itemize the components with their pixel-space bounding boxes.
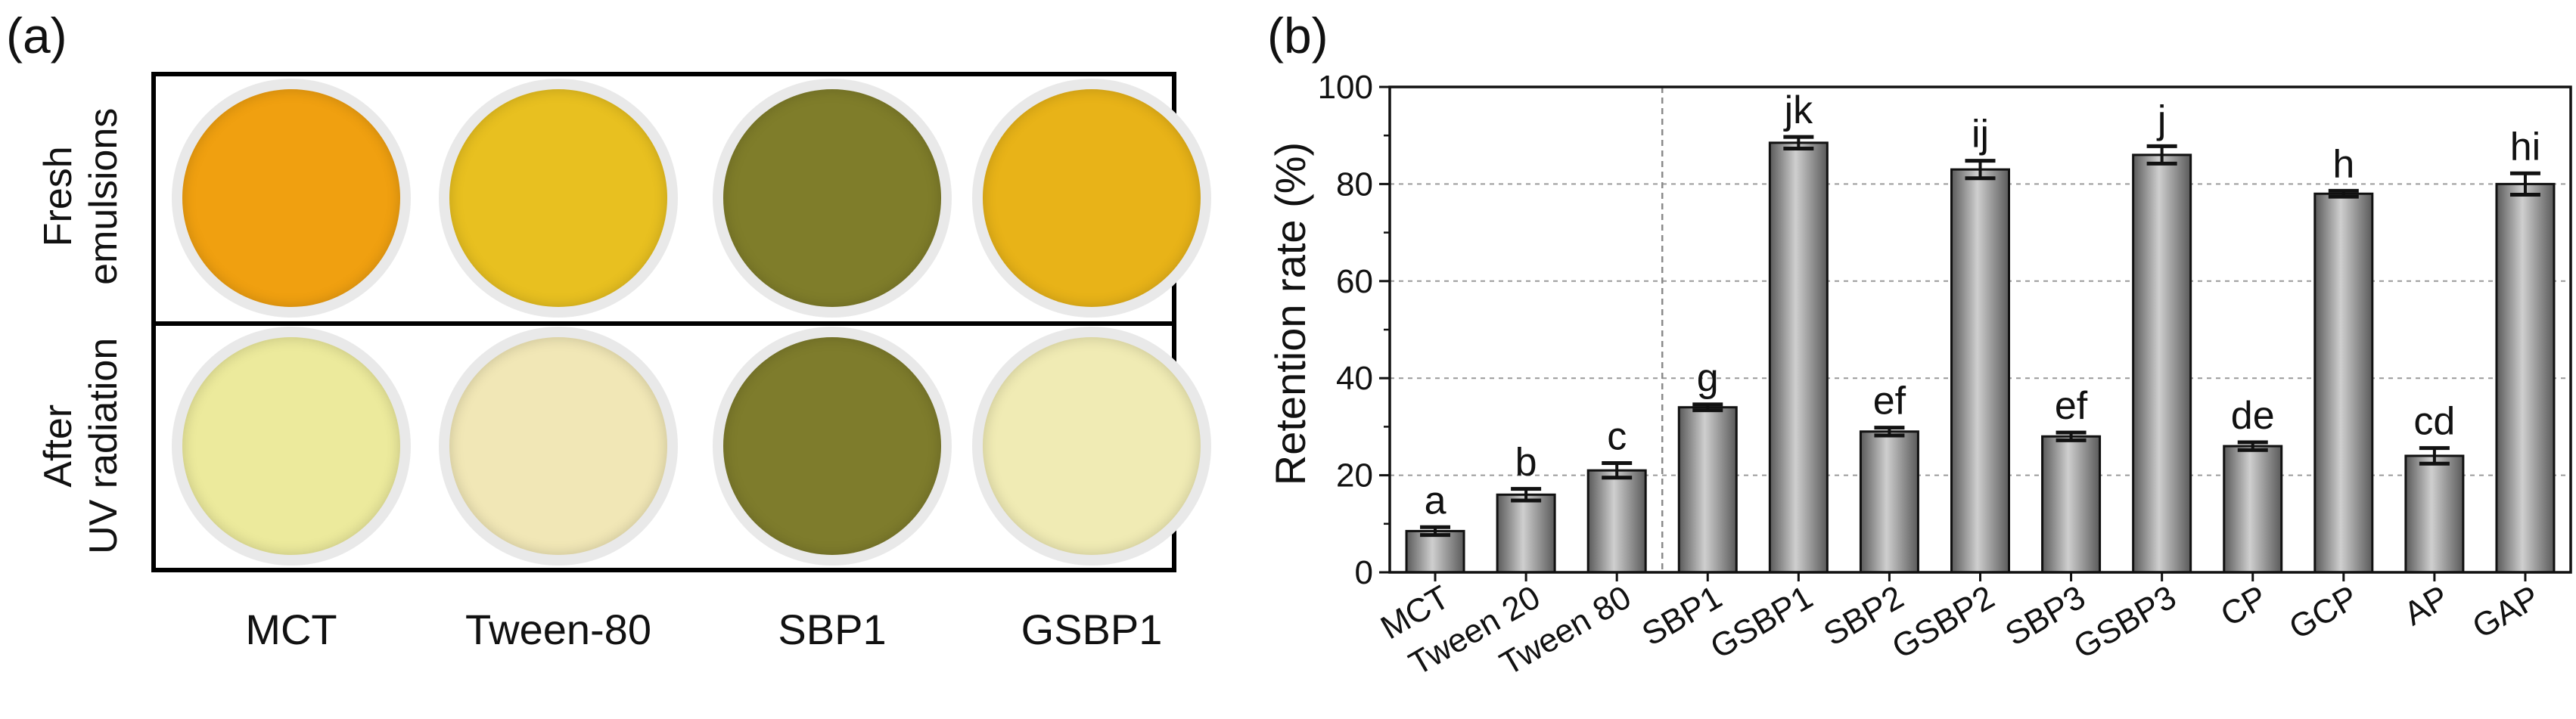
y-tick-label-100: 100 bbox=[1318, 69, 1373, 106]
y-tick-label-40: 40 bbox=[1336, 360, 1373, 397]
significance-letter-10: h bbox=[2332, 142, 2354, 186]
y-axis-label: Retention rate (%) bbox=[1266, 142, 1314, 485]
bar-sbp3 bbox=[2041, 435, 2102, 574]
emulsion-fill bbox=[723, 89, 941, 307]
significance-letter-1: b bbox=[1515, 441, 1537, 485]
x-tick-label-gap: GAP bbox=[2466, 578, 2546, 646]
bar-cp bbox=[2223, 445, 2283, 574]
row-label-fresh-line2: emulsions bbox=[82, 107, 126, 285]
y-tick-label-0: 0 bbox=[1355, 554, 1373, 591]
bar-gcp bbox=[2313, 192, 2374, 574]
y-tick-label-80: 80 bbox=[1336, 166, 1373, 203]
bar-gsbp2 bbox=[1950, 168, 2010, 574]
significance-letter-0: a bbox=[1425, 479, 1446, 522]
significance-letter-5: ef bbox=[1873, 380, 1906, 423]
x-tick-label-gcp: GCP bbox=[2283, 578, 2364, 646]
petri-dish-after-uv-sbp1 bbox=[713, 327, 952, 566]
petri-dish-after-uv-mct bbox=[172, 327, 411, 566]
row-label-after-uv-line2: UV radiation bbox=[82, 337, 126, 554]
significance-letter-2: c bbox=[1607, 415, 1627, 459]
row-label-after-uv-line1: After bbox=[36, 404, 81, 488]
panel-b-label: (b) bbox=[1267, 8, 1328, 64]
significance-letter-9: de bbox=[2231, 394, 2275, 438]
significance-letter-6: ij bbox=[1972, 113, 1989, 157]
significance-letter-3: g bbox=[1697, 356, 1719, 400]
x-tick-label-gsbp1: GSBP1 bbox=[1704, 578, 1819, 666]
significance-letter-7: ef bbox=[2055, 384, 2088, 428]
emulsion-fill bbox=[182, 89, 400, 307]
y-tick-label-20: 20 bbox=[1336, 457, 1373, 494]
petri-dish-fresh-sbp1 bbox=[713, 79, 952, 318]
emulsion-fill bbox=[449, 337, 667, 555]
bar-ap bbox=[2404, 454, 2465, 574]
petri-dish-fresh-mct bbox=[172, 79, 411, 318]
significance-letter-4: jk bbox=[1783, 88, 1814, 132]
emulsion-fill bbox=[723, 337, 941, 555]
petri-dish-after-uv-gsbp1 bbox=[972, 327, 1211, 566]
row-label-after-uv: After UV radiation bbox=[36, 333, 127, 559]
bar-mct bbox=[1405, 529, 1465, 574]
panel-a-label: (a) bbox=[6, 8, 67, 64]
petri-dish-fresh-tween-80 bbox=[439, 79, 678, 318]
emulsion-fill bbox=[182, 337, 400, 555]
column-label-sbp1: SBP1 bbox=[778, 606, 887, 653]
column-label-tween-80: Tween-80 bbox=[465, 606, 651, 653]
bar-series: a b c g jk ef ij ef j de h cd hi bbox=[1405, 88, 2556, 574]
significance-letter-8: j bbox=[2156, 98, 2167, 141]
petri-dish-after-uv-tween-80 bbox=[439, 327, 678, 566]
emulsion-fill bbox=[449, 89, 667, 307]
x-tick-label-cp: CP bbox=[2214, 578, 2273, 634]
bar-sbp2 bbox=[1859, 430, 1919, 574]
row-label-fresh-line1: Fresh bbox=[36, 146, 81, 247]
column-label-gsbp1: GSBP1 bbox=[1021, 606, 1163, 653]
significance-letter-12: hi bbox=[2510, 125, 2540, 169]
x-tick-label-gsbp3: GSBP3 bbox=[2068, 578, 2183, 666]
photo-grid-divider bbox=[151, 321, 1176, 326]
bar-sbp1 bbox=[1677, 406, 1738, 574]
bar-gsbp1 bbox=[1768, 141, 1829, 574]
significance-letter-11: cd bbox=[2413, 400, 2455, 444]
column-label-mct: MCT bbox=[245, 606, 337, 653]
emulsion-fill bbox=[983, 89, 1201, 307]
bar-tween-20 bbox=[1496, 493, 1556, 574]
x-tick-label-gsbp2: GSBP2 bbox=[1886, 578, 2001, 666]
emulsion-fill bbox=[983, 337, 1201, 555]
bar-tween-80 bbox=[1586, 469, 1647, 574]
row-label-fresh: Fresh emulsions bbox=[36, 83, 127, 310]
x-tick-label-ap: AP bbox=[2398, 578, 2455, 633]
petri-dish-fresh-gsbp1 bbox=[972, 79, 1211, 318]
bar-gap bbox=[2495, 182, 2556, 574]
bar-gsbp3 bbox=[2132, 153, 2192, 574]
y-tick-label-60: 60 bbox=[1336, 263, 1373, 300]
